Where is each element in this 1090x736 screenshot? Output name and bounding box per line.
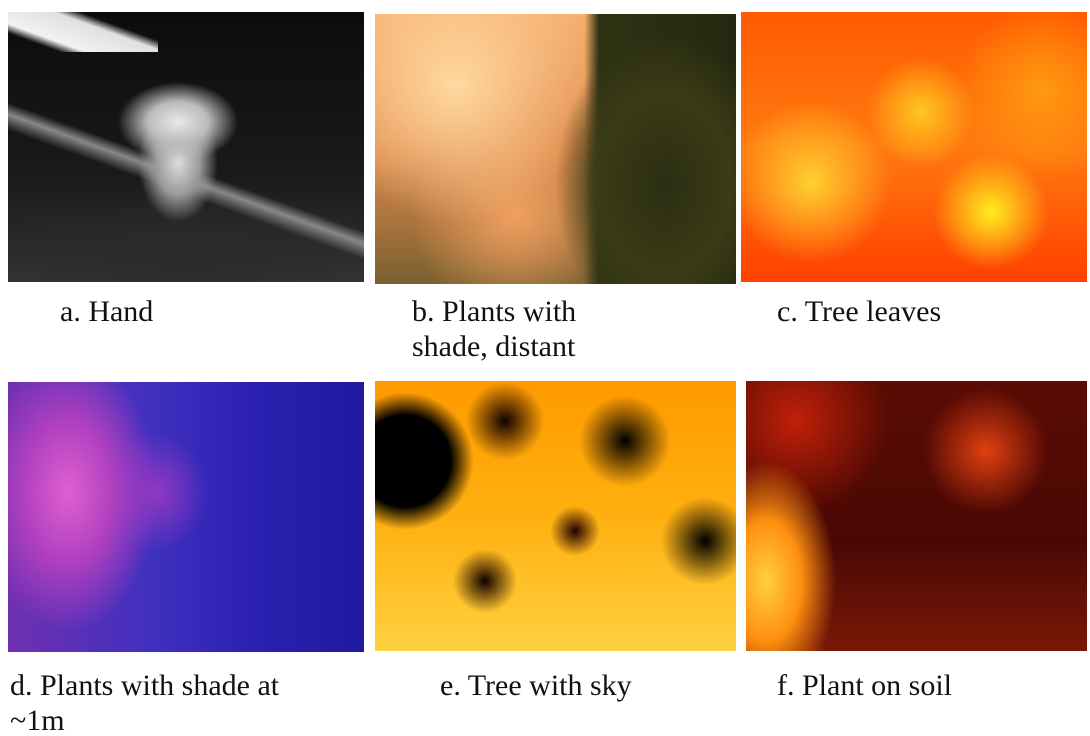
caption: f. Plant on soil (777, 668, 952, 703)
caption-line: d. Plants with shade at (10, 668, 279, 703)
caption: d. Plants with shade at~1m (10, 668, 279, 736)
figure: a. Hand b. Plants withshade, distant c. … (0, 0, 1090, 736)
caption-line: e. Tree with sky (440, 668, 632, 703)
caption-line: b. Plants with (412, 294, 576, 329)
caption-line: f. Plant on soil (777, 668, 952, 703)
caption-line: ~1m (10, 703, 279, 736)
caption: e. Tree with sky (440, 668, 632, 703)
thermal-image (741, 12, 1087, 282)
thermal-image (8, 12, 364, 282)
caption-line: a. Hand (60, 294, 153, 329)
caption-line: shade, distant (412, 329, 576, 364)
thermal-image (375, 381, 736, 651)
thermal-image (746, 381, 1087, 651)
caption-line: c. Tree leaves (777, 294, 941, 329)
caption: c. Tree leaves (777, 294, 941, 329)
caption: a. Hand (60, 294, 153, 329)
thermal-image (375, 14, 736, 284)
thermal-image (8, 382, 364, 652)
